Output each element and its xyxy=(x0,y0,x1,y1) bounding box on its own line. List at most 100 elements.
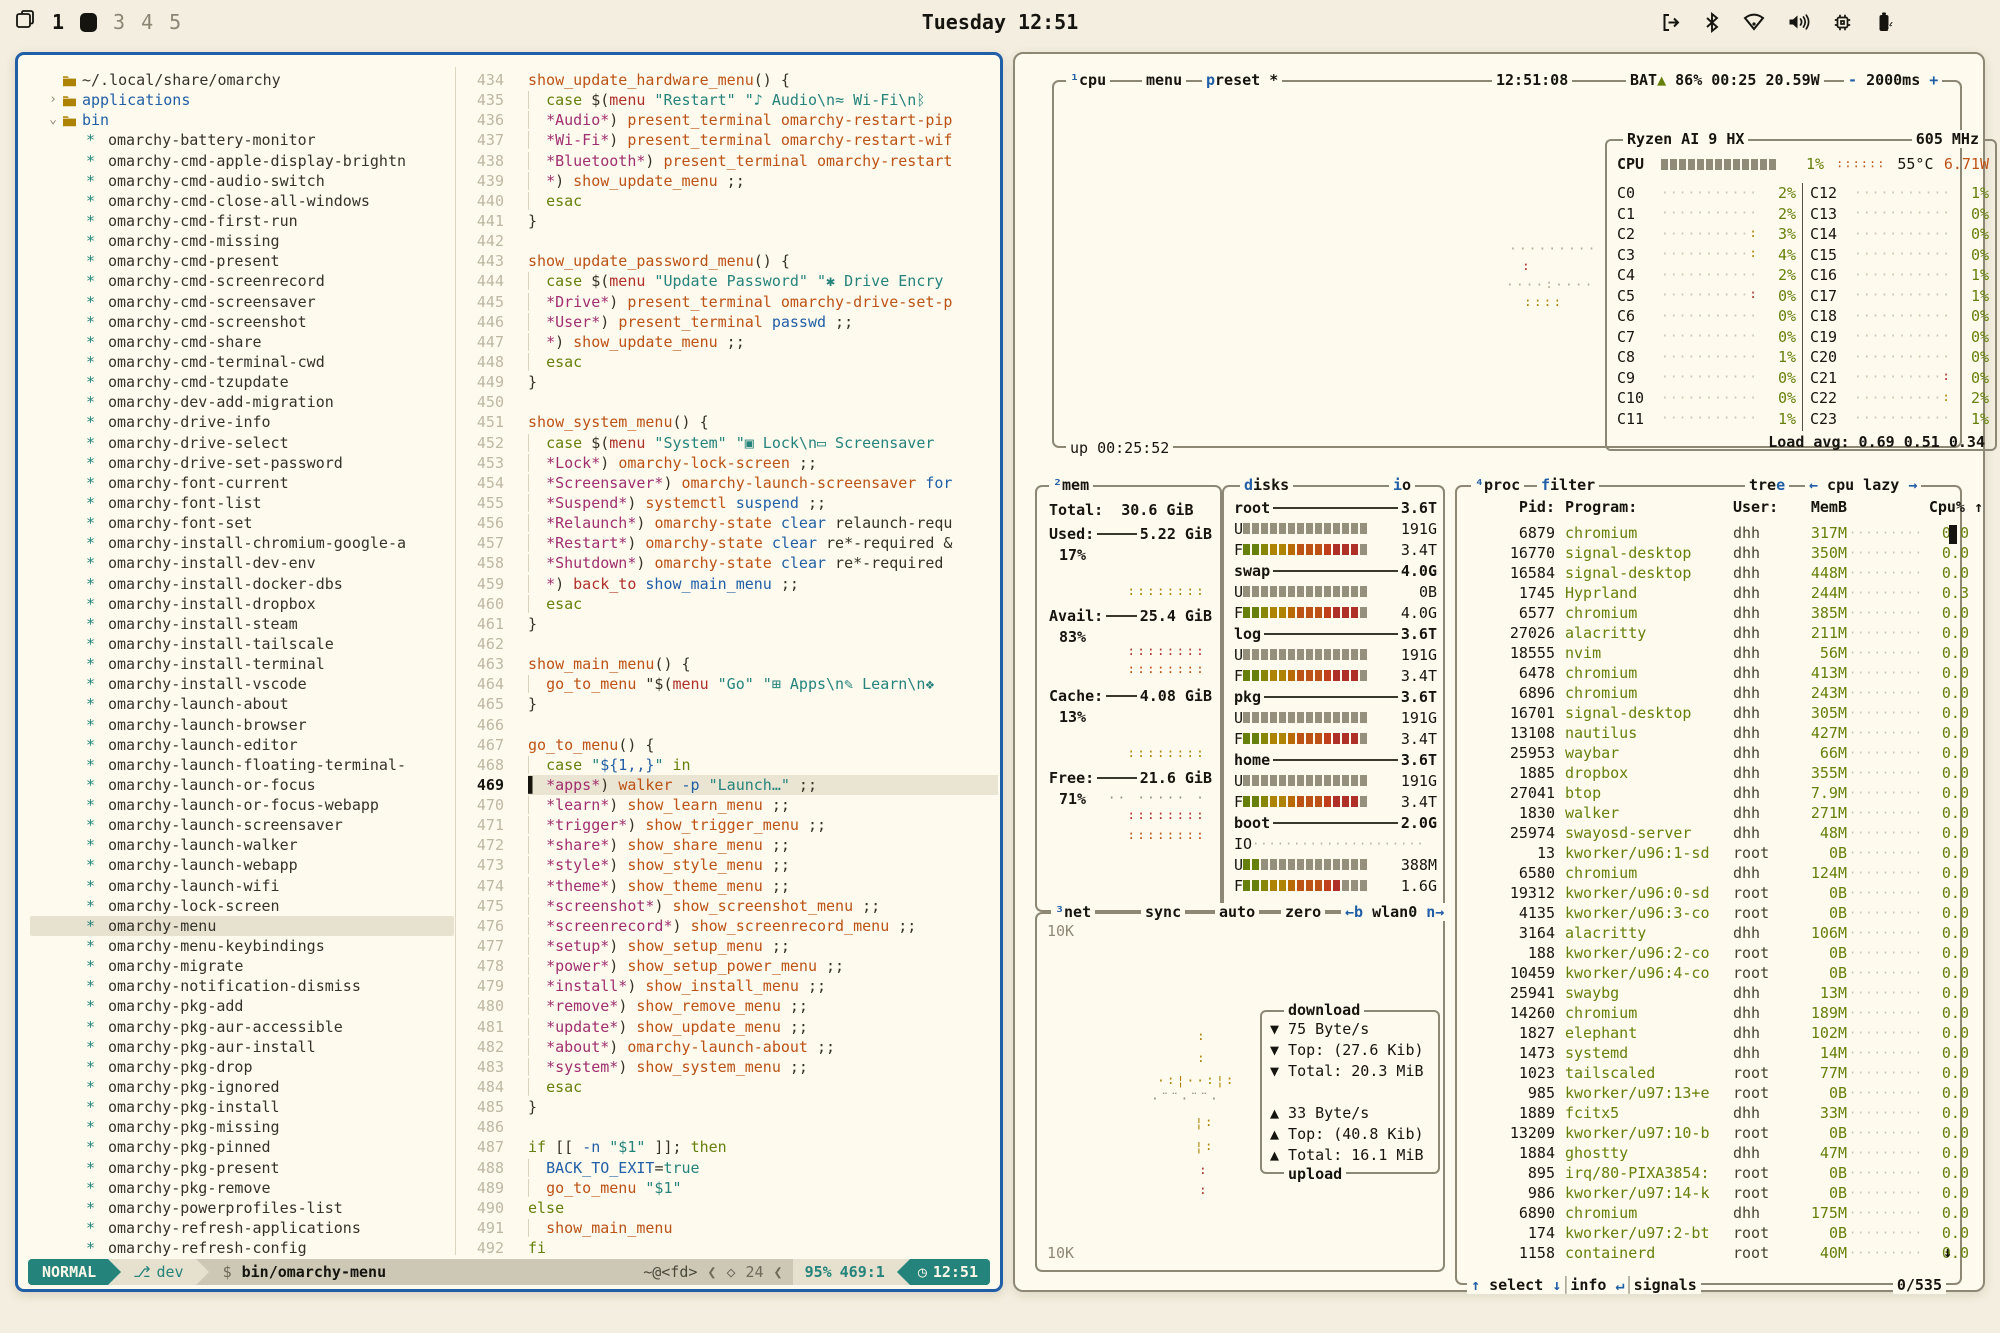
file-tree[interactable]: ~/.local/share/omarchy›applications⌄bin*… xyxy=(30,70,454,1260)
tree-item[interactable]: *omarchy-install-docker-dbs xyxy=(30,574,454,594)
process-row[interactable]: 6879chromiumdhh317M·········0.0 xyxy=(1467,523,1947,543)
process-row[interactable]: 6478chromiumdhh413M·········0.0 xyxy=(1467,663,1947,683)
tree-item[interactable]: *omarchy-battery-monitor xyxy=(30,130,454,150)
tree-item[interactable]: *omarchy-menu-keybindings xyxy=(30,936,454,956)
disks-tab[interactable]: disks xyxy=(1240,476,1293,494)
tree-item[interactable]: *omarchy-launch-wifi xyxy=(30,876,454,896)
tree-item[interactable]: *omarchy-launch-editor xyxy=(30,735,454,755)
tree-item[interactable]: *omarchy-install-terminal xyxy=(30,654,454,674)
code-line[interactable]: 484▏ esac xyxy=(468,1077,998,1097)
code-line[interactable]: 475▏ *screenshot*) show_screenshot_menu … xyxy=(468,896,998,916)
code-line[interactable]: 460▏ esac xyxy=(468,594,998,614)
code-line[interactable]: 471▏ *trigger*) show_trigger_menu ;; xyxy=(468,815,998,835)
tree-item[interactable]: *omarchy-lock-screen xyxy=(30,896,454,916)
tree-item[interactable]: *omarchy-pkg-present xyxy=(30,1158,454,1178)
code-line[interactable]: 472▏ *share*) show_share_menu ;; xyxy=(468,835,998,855)
code-line[interactable]: 486 xyxy=(468,1117,998,1137)
tree-item[interactable]: *omarchy-dev-add-migration xyxy=(30,392,454,412)
tree-item[interactable]: *omarchy-refresh-config xyxy=(30,1238,454,1258)
code-line[interactable]: 481▏ *update*) show_update_menu ;; xyxy=(468,1017,998,1037)
process-row[interactable]: 1827elephantdhh102M·········0.0 xyxy=(1467,1023,1947,1043)
proc-footer-keys[interactable]: ↑ select ↓│info ↵│signals xyxy=(1467,1276,1701,1294)
io-tab[interactable]: io xyxy=(1389,476,1415,494)
code-line[interactable]: 456▏ *Relaunch*) omarchy-state clear rel… xyxy=(468,513,998,533)
code-line[interactable]: 440▏ esac xyxy=(468,191,998,211)
tree-item[interactable]: *omarchy-powerprofiles-list xyxy=(30,1198,454,1218)
process-row[interactable]: 1885dropboxdhh355M·········0.0 xyxy=(1467,763,1947,783)
code-line[interactable]: 446▏ *User*) present_terminal passwd ;; xyxy=(468,312,998,332)
code-line[interactable]: 487if [[ -n "$1" ]]; then xyxy=(468,1137,998,1157)
code-line[interactable]: 438▏ *Bluetooth*) present_terminal omarc… xyxy=(468,151,998,171)
net-auto-button[interactable]: auto xyxy=(1215,903,1259,921)
code-line[interactable]: 436▏ *Audio*) present_terminal omarchy-r… xyxy=(468,110,998,130)
bluetooth-icon[interactable] xyxy=(1703,12,1721,33)
code-line[interactable]: 482▏ *about*) omarchy-launch-about ;; xyxy=(468,1037,998,1057)
tree-item[interactable]: *omarchy-install-steam xyxy=(30,614,454,634)
tree-item[interactable]: *omarchy-pkg-aur-accessible xyxy=(30,1017,454,1037)
tree-item[interactable]: *omarchy-cmd-close-all-windows xyxy=(30,191,454,211)
logout-icon[interactable] xyxy=(1660,12,1681,33)
sort-control[interactable]: ← cpu lazy → xyxy=(1805,476,1921,494)
process-row[interactable]: 27026alacrittydhh211M·········0.0 xyxy=(1467,623,1947,643)
code-line[interactable]: 441} xyxy=(468,211,998,231)
tree-item[interactable]: *omarchy-drive-select xyxy=(30,433,454,453)
code-line[interactable]: 439▏ *) show_update_menu ;; xyxy=(468,171,998,191)
tree-item[interactable]: *omarchy-cmd-terminal-cwd xyxy=(30,352,454,372)
tree-item[interactable]: *omarchy-pkg-drop xyxy=(30,1057,454,1077)
code-line[interactable]: 454▏ *Screensaver*) omarchy-launch-scree… xyxy=(468,473,998,493)
process-row[interactable]: 27041btopdhh7.9M·········0.0 xyxy=(1467,783,1947,803)
tree-item[interactable]: *omarchy-refresh-applications xyxy=(30,1218,454,1238)
tree-item[interactable]: *omarchy-launch-screensaver xyxy=(30,815,454,835)
workspace-4[interactable]: 4 xyxy=(141,10,153,34)
process-row[interactable]: 1158containerdroot40M·········0.0 xyxy=(1467,1243,1947,1263)
code-line[interactable]: 478▏ *power*) show_setup_power_menu ;; xyxy=(468,956,998,976)
workspace-2-active[interactable] xyxy=(80,13,97,32)
code-line[interactable]: 480▏ *remove*) show_remove_menu ;; xyxy=(468,996,998,1016)
net-zero-button[interactable]: zero xyxy=(1281,903,1325,921)
tree-item[interactable]: *omarchy-install-chromium-google-a xyxy=(30,533,454,553)
tree-item[interactable]: *omarchy-cmd-missing xyxy=(30,231,454,251)
code-line[interactable]: 467go_to_menu() { xyxy=(468,735,998,755)
process-row[interactable]: 1830walkerdhh271M·········0.0 xyxy=(1467,803,1947,823)
tree-item[interactable]: *omarchy-pkg-aur-install xyxy=(30,1037,454,1057)
process-row[interactable]: 1745Hyprlanddhh244M·········0.3 xyxy=(1467,583,1947,603)
code-line[interactable]: 477▏ *setup*) show_setup_menu ;; xyxy=(468,936,998,956)
window-stack-icon[interactable] xyxy=(14,9,36,35)
code-line[interactable]: 473▏ *style*) show_style_menu ;; xyxy=(468,855,998,875)
process-row[interactable]: 1889fcitx5dhh33M·········0.0 xyxy=(1467,1103,1947,1123)
code-line[interactable]: 463show_main_menu() { xyxy=(468,654,998,674)
process-row[interactable]: 3164alacrittydhh106M·········0.0 xyxy=(1467,923,1947,943)
code-line[interactable]: 483▏ *system*) show_system_menu ;; xyxy=(468,1057,998,1077)
code-line[interactable]: 469▌ *apps*) walker -p "Launch…" ;; xyxy=(468,775,998,795)
volume-icon[interactable] xyxy=(1787,12,1810,32)
process-row[interactable]: 10459kworker/u96:4-coroot0B·········0.0 xyxy=(1467,963,1947,983)
tree-folder-applications[interactable]: ›applications xyxy=(30,90,454,110)
code-line[interactable]: 492fi xyxy=(468,1238,998,1258)
tree-item[interactable]: *omarchy-drive-info xyxy=(30,412,454,432)
net-interface-switcher[interactable]: ←b wlan0 n→ xyxy=(1341,903,1448,921)
process-row[interactable]: 985kworker/u97:13+eroot0B·········0.0 xyxy=(1467,1083,1947,1103)
tree-toggle[interactable]: tree xyxy=(1745,476,1789,494)
code-line[interactable]: 455▏ *Suspend*) systemctl suspend ;; xyxy=(468,493,998,513)
preset-button[interactable]: preset * xyxy=(1202,71,1282,89)
code-line[interactable]: 451show_system_menu() { xyxy=(468,412,998,432)
process-row[interactable]: 4135kworker/u96:3-coroot0B·········0.0 xyxy=(1467,903,1947,923)
process-row[interactable]: 13209kworker/u97:10-broot0B·········0.0 xyxy=(1467,1123,1947,1143)
code-line[interactable]: 443show_update_password_menu() { xyxy=(468,251,998,271)
tree-item[interactable]: *omarchy-cmd-audio-switch xyxy=(30,171,454,191)
process-row[interactable]: 25974swayosd-serverdhh48M·········0.0 xyxy=(1467,823,1947,843)
tree-item[interactable]: *omarchy-install-dropbox xyxy=(30,594,454,614)
code-line[interactable]: 470▏ *learn*) show_learn_menu ;; xyxy=(468,795,998,815)
process-row[interactable]: 6890chromiumdhh175M·········0.0 xyxy=(1467,1203,1947,1223)
code-line[interactable]: 437▏ *Wi-Fi*) present_terminal omarchy-r… xyxy=(468,130,998,150)
tree-item[interactable]: *omarchy-pkg-ignored xyxy=(30,1077,454,1097)
process-row[interactable]: 16701signal-desktopdhh305M·········0.0 xyxy=(1467,703,1947,723)
process-row[interactable]: 6580chromiumdhh124M·········0.0 xyxy=(1467,863,1947,883)
code-line[interactable]: 453▏ *Lock*) omarchy-lock-screen ;; xyxy=(468,453,998,473)
tree-item[interactable]: *omarchy-cmd-share xyxy=(30,332,454,352)
code-line[interactable]: 444▏ case $(menu "Update Password" "✱ Dr… xyxy=(468,271,998,291)
net-sync-button[interactable]: sync xyxy=(1141,903,1185,921)
process-row[interactable]: 25953waybardhh66M·········0.0 xyxy=(1467,743,1947,763)
tree-item[interactable]: *omarchy-cmd-apple-display-brightn xyxy=(30,151,454,171)
code-line[interactable]: 450 xyxy=(468,392,998,412)
